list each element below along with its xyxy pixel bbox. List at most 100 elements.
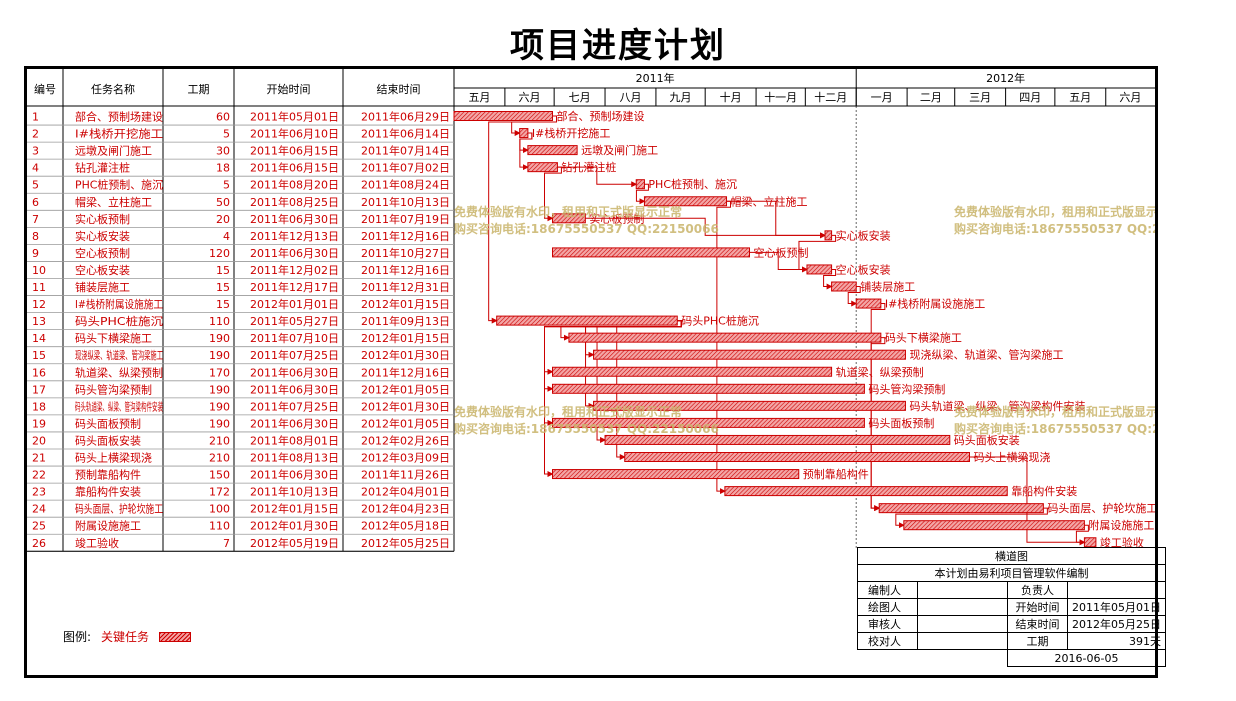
task-duration: 120	[209, 247, 230, 260]
task-duration: 5	[223, 179, 230, 192]
page-title: 项目进度计划	[510, 26, 726, 66]
task-end: 2011年09月13日	[361, 314, 450, 328]
task-end: 2012年05月18日	[361, 519, 450, 533]
month-label: 七月	[569, 91, 591, 104]
task-end: 2012年03月09日	[361, 451, 450, 465]
gantt-bar	[806, 264, 833, 275]
gantt-bar	[855, 298, 882, 309]
task-name: 码头下横梁施工	[75, 331, 152, 345]
dependency-link	[847, 286, 861, 307]
task-start: 2012年01月15日	[250, 502, 339, 516]
task-id: 20	[32, 434, 46, 447]
task-id: 15	[32, 349, 46, 362]
task-id: 21	[32, 452, 46, 465]
gantt-bar	[552, 366, 833, 377]
task-end: 2012年01月15日	[361, 331, 450, 345]
task-start: 2011年06月30日	[250, 416, 339, 430]
legend-critical-swatch	[159, 631, 192, 642]
task-duration: 190	[209, 417, 230, 430]
task-end: 2011年07月14日	[361, 144, 450, 158]
task-start: 2011年06月15日	[250, 144, 339, 158]
dependency-links	[488, 115, 1089, 546]
task-end: 2011年10月27日	[361, 246, 450, 260]
gantt-bar	[831, 281, 857, 292]
gantt-bar	[552, 247, 751, 258]
task-rows: 1 部合、预制场建设 60 2011年05月01日 2011年06月29日 2 Ⅰ#栈桥开挖…	[32, 110, 450, 550]
gantt-bar	[1083, 537, 1097, 548]
task-id: 24	[32, 503, 46, 516]
info-block: 横道图 本计划由易利项目管理软件编制 编制人 负责人 绘图人 开始时间 2011…	[857, 547, 1166, 667]
gantt-bar	[527, 145, 578, 156]
month-label: 五月	[1069, 91, 1091, 104]
header-id: 编号	[34, 82, 56, 96]
task-duration: 4	[223, 230, 230, 243]
task-id: 3	[32, 145, 39, 158]
task-end: 2011年12月16日	[361, 263, 450, 277]
task-id: 9	[32, 247, 39, 260]
dependency-link	[544, 166, 562, 222]
task-id: 8	[32, 230, 39, 243]
bar-label: 预制靠船构件	[803, 467, 869, 481]
task-name: 钻孔灌注桩	[75, 161, 130, 175]
task-id: 7	[32, 213, 39, 226]
dependency-link	[544, 320, 682, 375]
task-name: 靠船构件安装	[75, 485, 141, 499]
month-label: 十二月	[814, 90, 847, 104]
task-end: 2012年05月25日	[361, 536, 450, 550]
task-start: 2011年06月15日	[250, 161, 339, 175]
task-name: Ⅰ#栈桥附属设施施工	[75, 297, 163, 311]
task-start: 2012年05月19日	[250, 536, 339, 550]
header-name: 任务名称	[91, 82, 135, 96]
task-end: 2011年12月16日	[361, 229, 450, 243]
bar-label: 码头面板预制	[868, 416, 934, 430]
dependency-link	[749, 251, 808, 273]
watermark-line2: 购买咨询电话:18675550537 QQ:22150066	[954, 421, 1155, 436]
bar-label: 码头管沟梁预制	[868, 382, 945, 396]
task-name: 附属设施施工	[75, 519, 141, 533]
month-label: 六月	[519, 91, 541, 104]
task-name: 轨道梁、纵梁预制	[75, 365, 163, 379]
gantt-bar	[903, 520, 1085, 531]
gantt-bar	[496, 315, 678, 326]
task-name: PHC桩预制、施沉	[75, 178, 163, 192]
duration-label: 工期	[1007, 632, 1068, 650]
task-duration: 18	[216, 162, 230, 175]
month-label: 二月	[920, 91, 942, 104]
month-label: 十月	[720, 90, 742, 104]
task-id: 11	[32, 281, 46, 294]
task-duration: 190	[209, 400, 230, 413]
info-note: 本计划由易利项目管理软件编制	[857, 564, 1166, 582]
task-duration: 110	[209, 520, 230, 533]
gantt-bar	[453, 111, 554, 121]
task-name: 码头管沟梁预制	[75, 382, 152, 396]
task-start: 2011年12月13日	[250, 229, 339, 243]
legend-title: 图例:	[63, 630, 92, 644]
gantt-bar	[552, 213, 586, 224]
bar-label: 现浇纵梁、轨道梁、管沟梁施工	[909, 348, 1063, 362]
task-name: 竣工验收	[75, 536, 119, 550]
task-name: 实心板安装	[75, 229, 130, 243]
task-duration: 100	[209, 503, 230, 516]
task-end: 2012年02月26日	[361, 433, 450, 447]
dependency-link	[716, 200, 732, 495]
checker-value	[917, 632, 1008, 650]
task-start: 2011年07月10日	[250, 331, 339, 345]
bar-label: 空心板预制	[754, 245, 809, 259]
dependency-link	[635, 183, 649, 205]
task-start: 2011年08月25日	[250, 195, 339, 209]
task-id: 22	[32, 469, 46, 482]
owner-value	[1067, 581, 1166, 599]
task-start: 2011年06月30日	[250, 212, 339, 226]
legend: 图例: 关键任务	[63, 628, 192, 645]
task-end: 2011年06月14日	[361, 127, 450, 141]
bar-label: 部合、预制场建设	[557, 109, 645, 123]
task-name: 码头上横梁现浇	[75, 451, 152, 465]
header-duration: 工期	[188, 83, 210, 96]
watermark-line1: 免费体验版有水印，租用和正式版显示正常	[954, 404, 1155, 419]
task-end: 2011年07月02日	[361, 161, 450, 175]
task-end: 2012年01月30日	[361, 399, 450, 413]
task-id: 10	[32, 264, 46, 277]
gantt-bar	[635, 179, 645, 190]
bar-label: 码头下横梁施工	[885, 331, 962, 345]
